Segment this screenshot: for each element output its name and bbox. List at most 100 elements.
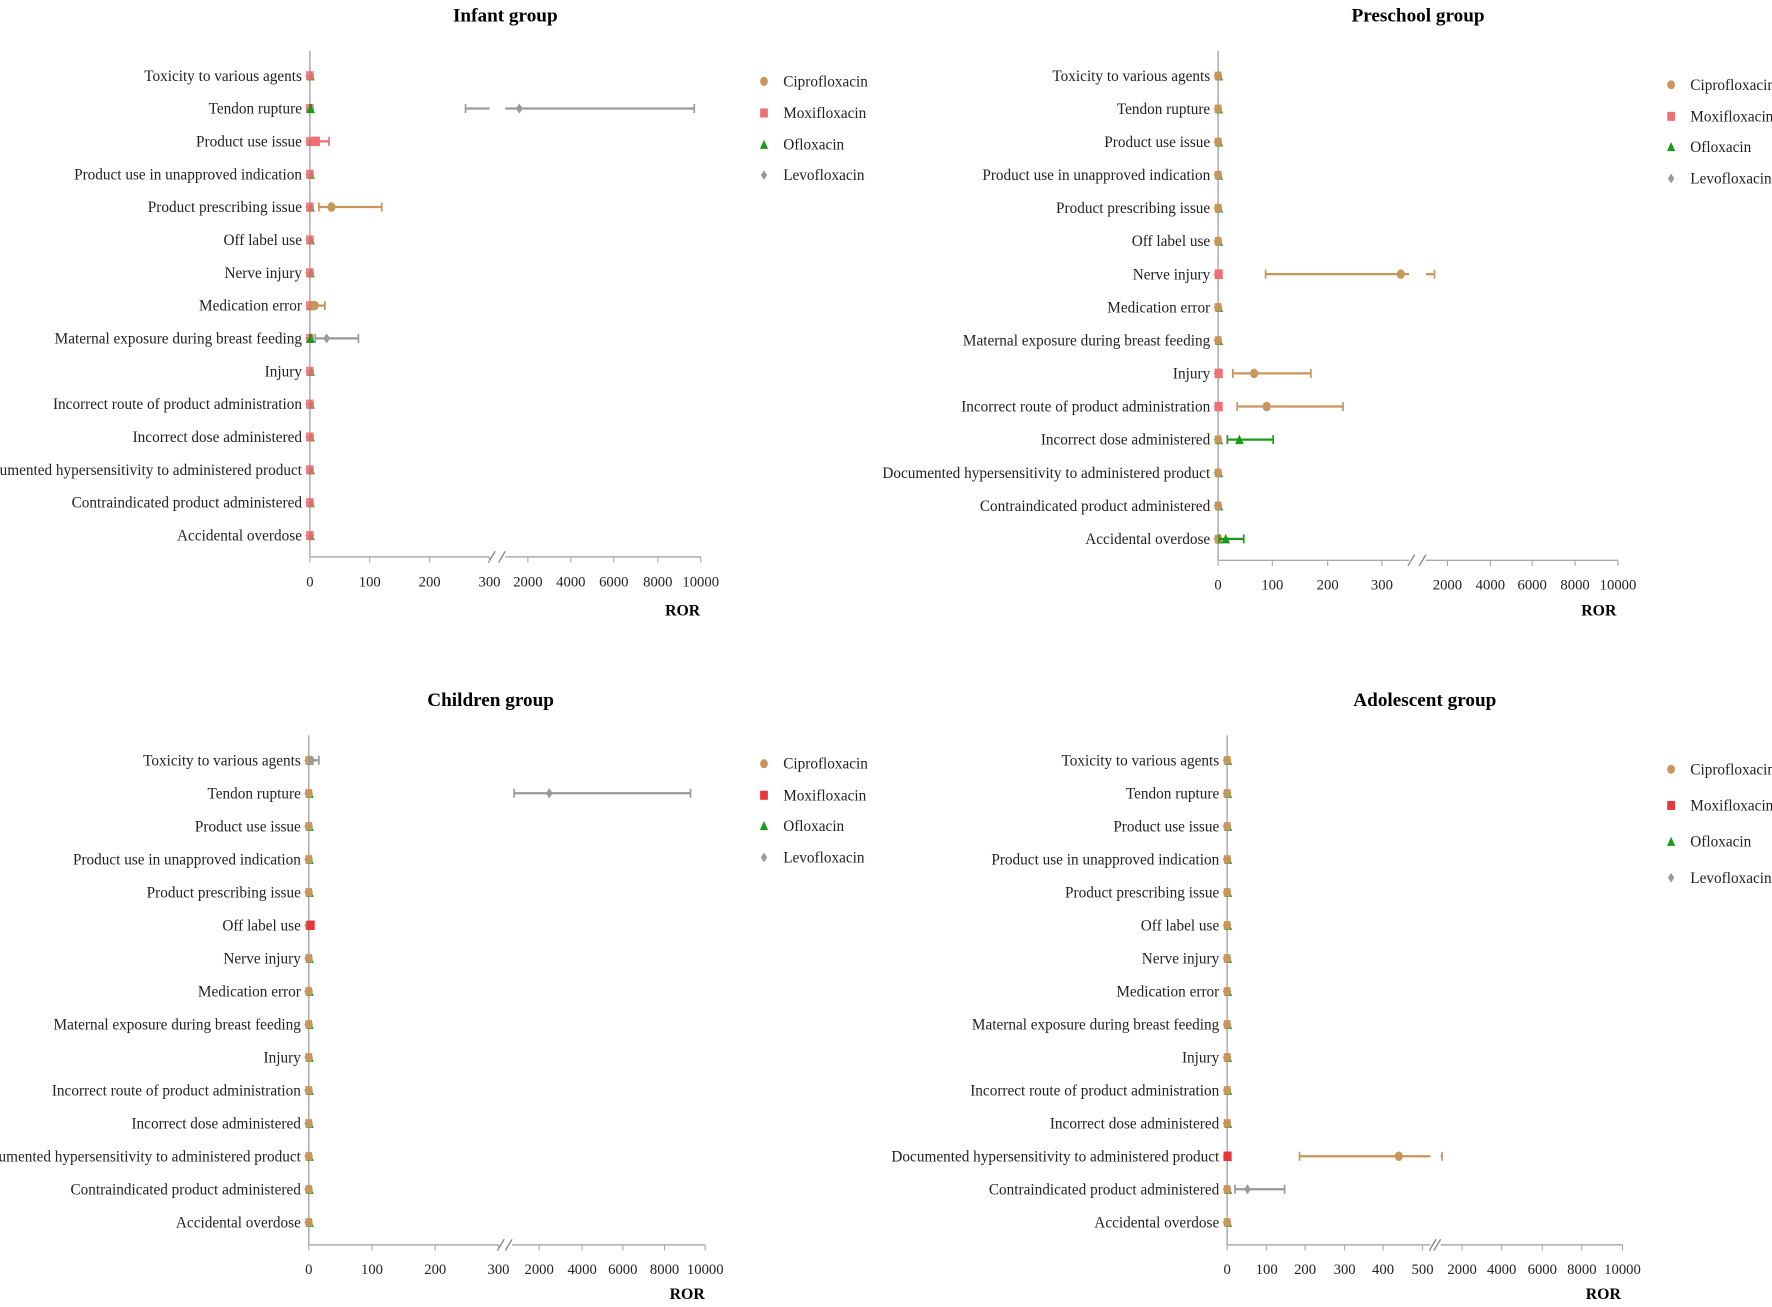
legend-label-levofloxacin: Levofloxacin [783, 167, 865, 184]
x-tick-label: 8000 [1560, 578, 1589, 594]
legend-marker-levofloxacin [1667, 173, 1675, 184]
category-label: Maternal exposure during breast feeding [54, 1016, 302, 1033]
legend-label-ofloxacin: Ofloxacin [783, 137, 844, 154]
point-ciprofloxacin [310, 300, 319, 311]
point-ciprofloxacin [1394, 1151, 1403, 1162]
x-tick-label: 6000 [1517, 578, 1546, 594]
legend-label-levofloxacin: Levofloxacin [783, 849, 865, 866]
baseline-marker-ciprofloxacin-square [305, 987, 313, 996]
category-label: Incorrect route of product administratio… [961, 399, 1210, 416]
x-tick-label: 400 [1372, 1262, 1394, 1278]
category-label: Product use in unapproved indication [74, 166, 302, 183]
category-label: Maternal exposure during breast feeding [55, 330, 303, 347]
chart-title: Adolescent group [1353, 690, 1496, 711]
legend-label-ofloxacin: Ofloxacin [783, 818, 844, 835]
baseline-marker-moxifloxacin [306, 432, 314, 442]
baseline-marker-moxifloxacin [306, 202, 314, 212]
point-levofloxacin [308, 755, 316, 766]
point-ofloxacin [1221, 533, 1231, 544]
category-label: Maternal exposure during breast feeding [972, 1016, 1220, 1033]
x-tick-label: 300 [488, 1262, 510, 1278]
legend-label-levofloxacin: Levofloxacin [1690, 870, 1772, 887]
baseline-marker-ciprofloxacin-square [305, 789, 313, 798]
baseline-marker-moxifloxacin [306, 136, 314, 146]
category-label: Product use in unapproved indication [982, 167, 1210, 184]
baseline-marker-ciprofloxacin-square [305, 1020, 313, 1029]
x-tick-label: 200 [1294, 1262, 1316, 1278]
x-tick-label: 10000 [682, 574, 719, 590]
category-label: Incorrect dose administered [131, 1115, 301, 1132]
baseline-marker-ciprofloxacin-square [1214, 501, 1222, 510]
category-label: Tendon rupture [1126, 785, 1220, 802]
x-tick-label: 8000 [643, 574, 672, 590]
baseline-marker-ciprofloxacin-square [305, 888, 313, 897]
x-tick-label: 200 [424, 1262, 446, 1278]
baseline-marker-moxifloxacin [306, 268, 314, 278]
x-tick-label: 4000 [567, 1262, 596, 1278]
chart-title: Children group [427, 690, 554, 711]
legend-marker-levofloxacin [760, 852, 768, 863]
legend-marker-moxifloxacin [1667, 800, 1675, 810]
category-label: Off label use [1141, 917, 1220, 934]
category-label: Product use issue [195, 818, 301, 835]
x-tick-label: 100 [361, 1262, 383, 1278]
x-tick-label: 0 [1214, 578, 1221, 594]
point-moxifloxacin [1223, 1151, 1232, 1162]
baseline-marker-moxifloxacin [306, 366, 314, 376]
category-label: Nerve injury [223, 950, 301, 967]
x-tick-label: 300 [1334, 1262, 1356, 1278]
baseline-marker-ciprofloxacin-square [1223, 921, 1231, 930]
x-tick-label: 300 [1371, 578, 1393, 594]
point-levofloxacin [1244, 1184, 1251, 1195]
x-tick-label: 2000 [1433, 578, 1462, 594]
baseline-marker-ciprofloxacin-square [1214, 468, 1222, 477]
point-moxifloxacin [1214, 368, 1223, 379]
category-label: Incorrect dose administered [1050, 1115, 1220, 1132]
category-label: Contraindicated product administered [980, 498, 1211, 515]
category-label: Product prescribing issue [1065, 884, 1219, 901]
legend-label-moxifloxacin: Moxifloxacin [783, 787, 866, 804]
category-label: Accidental overdose [1094, 1214, 1219, 1231]
x-tick-label: 2000 [513, 574, 542, 590]
category-label: Contraindicated product administered [70, 1181, 301, 1198]
point-ciprofloxacin [1250, 368, 1259, 379]
category-label: Off label use [1132, 233, 1211, 250]
category-label: Injury [1182, 1049, 1220, 1066]
category-label: Product use issue [196, 133, 302, 150]
category-label: Nerve injury [1133, 266, 1211, 283]
legend-marker-levofloxacin [760, 170, 768, 180]
category-label: Injury [1173, 366, 1211, 383]
axis-break-mark [1418, 554, 1427, 567]
axis-break-mark [504, 1238, 513, 1251]
category-label: Incorrect route of product administratio… [52, 1082, 301, 1099]
baseline-marker-ciprofloxacin-square [1214, 104, 1222, 113]
legend-label-ciprofloxacin: Ciprofloxacin [1690, 761, 1772, 778]
category-label: Product use in unapproved indication [73, 851, 301, 868]
baseline-marker-ciprofloxacin-square [1223, 789, 1231, 798]
point-moxifloxacin [1214, 401, 1223, 412]
axis-break-mark [1433, 1238, 1442, 1251]
legend-marker-moxifloxacin [760, 108, 768, 118]
x-tick-label: 10000 [687, 1262, 724, 1278]
x-axis-label: ROR [670, 1286, 706, 1303]
baseline-marker-ciprofloxacin-square [1223, 888, 1231, 897]
legend-marker-ciprofloxacin [760, 759, 768, 769]
category-label: Contraindicated product administered [989, 1181, 1220, 1198]
category-label: Medication error [1116, 983, 1219, 1000]
baseline-marker-moxifloxacin [306, 169, 314, 179]
x-tick-label: 6000 [1528, 1262, 1557, 1278]
x-tick-label: 100 [359, 574, 381, 590]
panel-children-group: Children group Toxicity to various agents… [0, 690, 868, 1303]
baseline-marker-ciprofloxacin-square [1214, 71, 1222, 80]
category-label: Documented hypersensitivity to administe… [0, 1148, 302, 1165]
baseline-marker-ciprofloxacin-square [305, 1086, 313, 1095]
legend-marker-moxifloxacin [1667, 111, 1675, 121]
x-tick-label: 8000 [650, 1262, 679, 1278]
x-tick-label: 100 [1256, 1262, 1278, 1278]
point-levofloxacin [545, 788, 553, 799]
baseline-marker-ciprofloxacin-square [1223, 855, 1231, 864]
legend-marker-ofloxacin [759, 820, 769, 831]
category-label: Off label use [223, 232, 302, 249]
category-label: Nerve injury [224, 265, 302, 282]
legend-marker-moxifloxacin [760, 790, 768, 800]
